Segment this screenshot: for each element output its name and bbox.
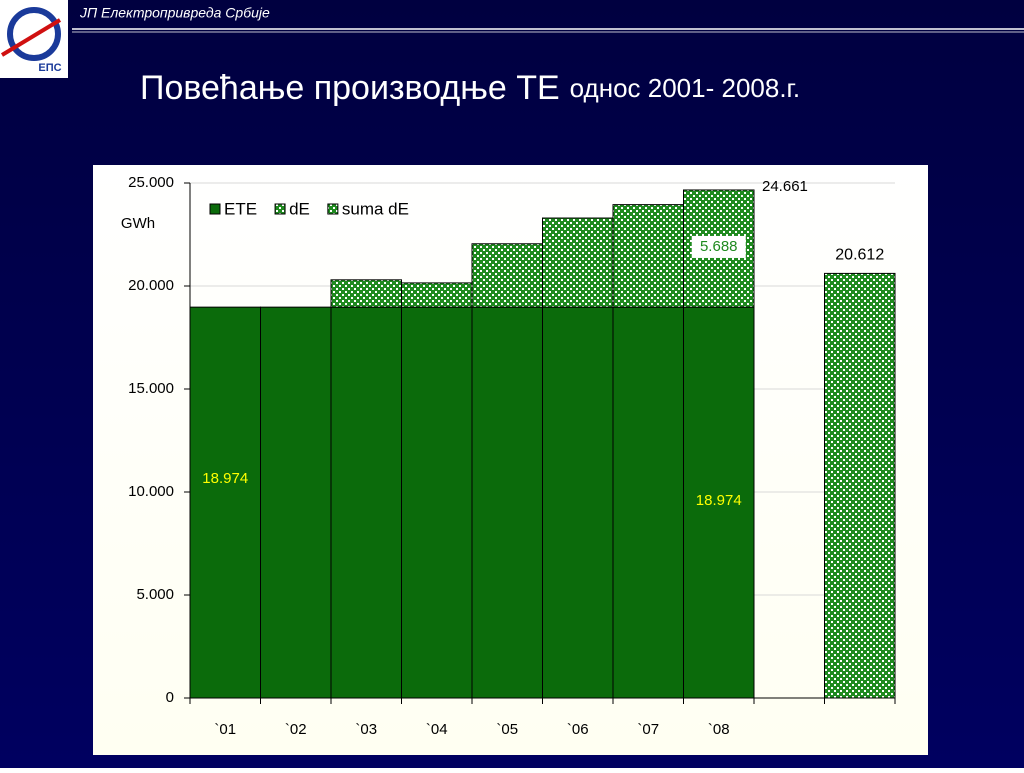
logo-ring [7,7,61,61]
y-axis-label: GWh [121,215,155,232]
bar-segment [542,217,614,308]
y-tick-label: 20.000 [128,277,174,294]
bar-segment [471,306,543,699]
total-label: 24.661 [762,178,808,195]
x-tick-label: `07 [637,721,659,738]
legend-swatch [327,203,339,215]
bar-segment [542,306,614,699]
x-tick-label: `03 [355,721,377,738]
x-tick-label: `08 [708,721,730,738]
legend-label: dE [289,199,310,218]
value-label: 18.974 [696,492,742,509]
legend-label: ETE [224,199,257,218]
title-sub: однос 2001- 2008.г. [570,73,800,103]
x-tick-label: `02 [285,721,307,738]
legend-swatch [209,203,221,215]
x-tick-label: `04 [426,721,448,738]
value-label: 20.612 [835,247,884,264]
logo-bolt [0,18,62,57]
legend-label: suma dE [342,199,409,218]
value-label: 5.688 [700,238,738,255]
logo-text: ЕПС [38,62,61,74]
y-tick-label: 10.000 [128,483,174,500]
value-label-box [691,235,746,258]
bar-segment [260,306,332,699]
bar-segment [401,306,473,699]
bar-segment [401,282,473,308]
header-text: ЈП Електропривреда Србије [79,5,270,21]
bar-segment [612,306,684,699]
bar-segment [330,279,402,308]
x-tick-label: `06 [567,721,589,738]
x-tick-label: `01 [214,721,236,738]
title-main: Повећање производње ТЕ [140,69,560,107]
bar-segment [683,306,755,699]
bar-segment [824,272,896,699]
y-tick-label: 0 [166,689,174,706]
y-tick-label: 25.000 [128,174,174,191]
legend-swatch [274,203,286,215]
bar-segment [330,306,402,699]
y-tick-label: 15.000 [128,380,174,397]
bar-segment [189,306,261,699]
slide-title: Повећање производње ТЕ однос 2001- 2008.г… [140,69,800,107]
bar-segment [612,204,684,308]
value-label: 18.974 [202,470,248,487]
x-tick-label: `05 [496,721,518,738]
y-tick-label: 5.000 [136,586,174,603]
bar-segment [471,243,543,308]
